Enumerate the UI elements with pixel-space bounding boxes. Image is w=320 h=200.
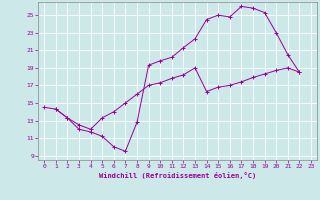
X-axis label: Windchill (Refroidissement éolien,°C): Windchill (Refroidissement éolien,°C): [99, 172, 256, 179]
